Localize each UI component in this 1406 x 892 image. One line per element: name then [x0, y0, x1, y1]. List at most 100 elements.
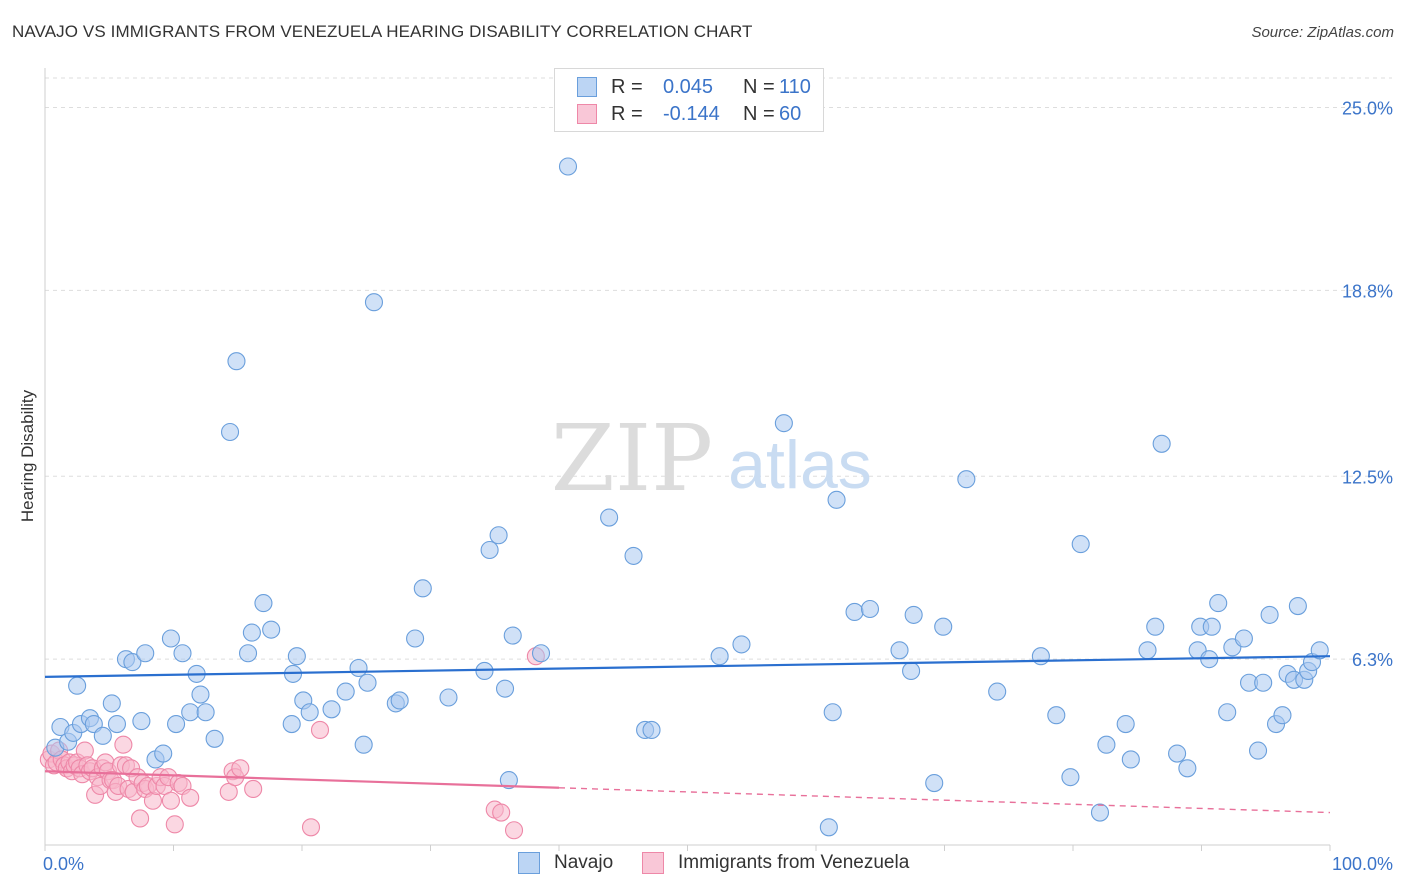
venezuela-point: [75, 741, 94, 760]
watermark-zip: ZIP: [551, 405, 713, 512]
navajo-point: [1202, 617, 1221, 636]
navajo-point: [349, 658, 368, 678]
navajo-point: [624, 546, 643, 565]
venezuela-point: [231, 759, 250, 778]
navajo-point: [107, 714, 127, 734]
navajo-point: [68, 676, 87, 695]
navajo-point: [191, 685, 210, 704]
navajo-point: [132, 712, 151, 731]
navajo-point: [1097, 735, 1116, 754]
navajo-point: [1138, 641, 1157, 660]
venezuela-point: [181, 788, 200, 807]
legend-n-value: 110: [779, 75, 811, 98]
navajo-point: [364, 293, 384, 312]
navajo-point: [1254, 673, 1273, 692]
legend-row-navajo: R = 0.045 N = 110: [577, 74, 811, 100]
navajo-point: [925, 773, 944, 793]
navajo-point: [227, 352, 246, 371]
navajo-point: [600, 508, 619, 527]
venezuela-point: [114, 735, 133, 754]
series-legend: Navajo Immigrants from Venezuela: [0, 852, 1406, 878]
y-tick-label: 25.0%: [1342, 99, 1393, 119]
navajo-point: [774, 414, 793, 433]
navajo-point: [242, 623, 261, 642]
navajo-point: [282, 714, 301, 734]
navajo-point: [499, 771, 518, 790]
navajo-point: [957, 470, 976, 489]
x-tick-label: 0.0%: [43, 854, 84, 874]
navajo-point: [1031, 647, 1050, 666]
legend-r-label: R =: [611, 102, 643, 125]
navajo-point: [181, 703, 200, 722]
venezuela-point: [492, 803, 511, 822]
navajo-point: [1061, 768, 1080, 787]
navajo-point: [1288, 596, 1307, 616]
navajo-points: [46, 157, 1329, 837]
navajo-point: [93, 726, 112, 745]
navajo-point: [167, 714, 186, 734]
y-axis-label: Hearing Disability: [18, 389, 37, 522]
chart-title: NAVAJO VS IMMIGRANTS FROM VENEZUELA HEAR…: [12, 22, 753, 41]
venezuela-point: [310, 720, 330, 740]
legend-item-navajo[interactable]: Navajo: [518, 852, 613, 874]
navajo-point: [136, 644, 155, 663]
y-tick-labels: 6.3% 12.5% 18.8% 25.0%: [1342, 99, 1393, 671]
legend-n-label: N =: [743, 102, 775, 125]
venezuela-point: [165, 815, 184, 834]
navajo-point: [642, 720, 661, 740]
y-tick-label: 6.3%: [1352, 650, 1393, 670]
navajo-point: [558, 157, 578, 176]
navajo-point: [531, 644, 551, 663]
x-tick-labels: 0.0% 100.0%: [43, 854, 1393, 874]
navajo-point: [1260, 605, 1279, 624]
venezuela-trend-line: [44, 770, 560, 789]
y-tick-label: 12.5%: [1342, 467, 1393, 487]
navajo-point: [238, 644, 258, 663]
navajo-point: [732, 635, 751, 654]
navajo-point: [503, 626, 522, 645]
navajo-point: [161, 629, 180, 648]
venezuela-points: [39, 647, 545, 840]
navajo-point: [439, 688, 458, 707]
navajo-point: [902, 661, 921, 681]
navajo-point: [1116, 714, 1135, 734]
navajo-point: [495, 679, 515, 698]
navajo-point: [336, 682, 355, 701]
navajo-point: [480, 540, 499, 560]
navajo-point: [1209, 594, 1228, 613]
navajo-point: [819, 818, 838, 837]
navajo-point: [354, 735, 373, 754]
navajo-point: [860, 599, 880, 619]
legend-n-label: N =: [743, 75, 775, 98]
trend-lines: [44, 655, 1331, 814]
navajo-point: [1121, 750, 1140, 769]
navajo-point: [262, 620, 281, 639]
navajo-swatch: [577, 77, 597, 97]
navajo-point: [1146, 617, 1165, 636]
axes: [44, 68, 1331, 851]
correlation-legend: R = 0.045 N = 110 R = -0.144 N = 60: [554, 68, 824, 132]
navajo-legend-swatch: [518, 852, 540, 874]
navajo-point: [489, 526, 508, 545]
navajo-point: [322, 700, 341, 719]
venezuela-legend-swatch: [642, 852, 664, 874]
navajo-point: [254, 594, 273, 613]
legend-n-value: 60: [779, 102, 802, 125]
navajo-trend-line: [44, 655, 1331, 678]
navajo-point: [413, 579, 432, 598]
navajo-point: [1248, 741, 1268, 760]
venezuela-trend-extension: [558, 787, 1331, 814]
navajo-point: [300, 703, 319, 722]
navajo-point: [102, 694, 121, 713]
navajo-point: [1218, 703, 1237, 722]
navajo-point: [196, 703, 215, 722]
navajo-point: [406, 629, 425, 648]
navajo-point: [1047, 706, 1066, 725]
navajo-point: [710, 647, 729, 666]
navajo-point: [1090, 803, 1110, 822]
legend-item-venezuela[interactable]: Immigrants from Venezuela: [642, 852, 909, 874]
navajo-point: [1234, 629, 1253, 648]
navajo-point: [827, 490, 846, 509]
navajo-point: [123, 653, 142, 672]
